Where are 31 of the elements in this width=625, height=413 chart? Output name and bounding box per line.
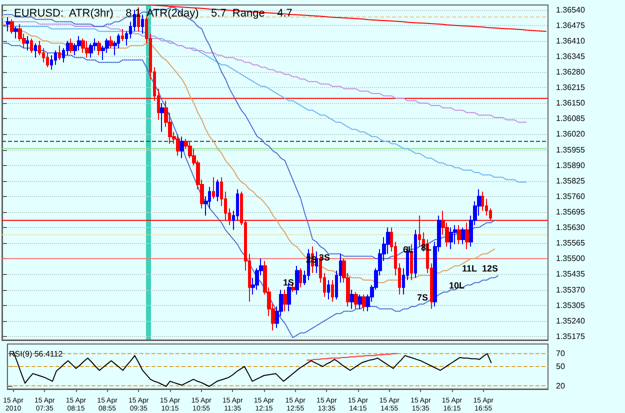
y-tick-label: 1.36280 [556,68,586,76]
y-tick-label: 1.36150 [556,98,586,108]
y-tick-label: 1.35890 [556,160,586,170]
y-tick-label: 70 [556,349,566,358]
y-tick-label: 1.35955 [556,145,586,154]
y-tick-label: 1.35760 [556,192,586,201]
y-tick-label: 1.35305 [556,300,586,310]
y-tick-label: 1.36345 [556,52,586,61]
y-tick-label: 1.36085 [556,114,586,124]
y-tick-label: 1.36475 [556,20,586,30]
y-tick-label: 1.35370 [556,285,586,294]
annotation: 2S [306,254,318,264]
y-tick-label: 1.35825 [556,176,586,186]
y-tick-label: 1.35630 [556,223,586,232]
y-tick-label: 1.35175 [556,332,586,341]
y-tick-label: 1.36410 [556,36,586,46]
y-tick-label: 1.35500 [556,254,586,264]
annotation: 11L [462,264,478,274]
y-tick-label: 1.36020 [556,130,586,139]
annotation: 1S [283,278,294,288]
y-tick-label: 1.35435 [556,270,586,279]
y-tick-label: 1.36540 [556,5,586,14]
y-tick-label: 20 [556,381,566,390]
y-tick-label: 1.35240 [556,316,586,326]
y-tick-label: 50 [556,362,566,371]
y-tick-label: 1.35695 [556,207,586,216]
annotation: 7S [417,292,428,302]
y-tick-label: 1.36215 [556,83,586,92]
annotation: 10L [449,280,466,290]
annotation: 12S [482,264,498,274]
y-tick-label: 1.35565 [556,238,586,248]
